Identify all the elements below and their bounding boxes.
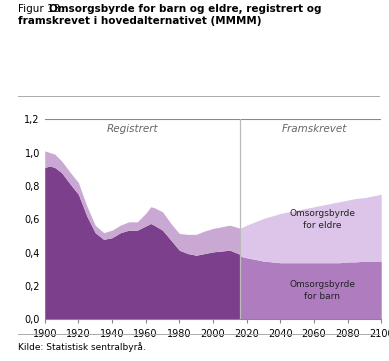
Text: Omsorgsbyrde
for barn: Omsorgsbyrde for barn [289,280,355,301]
Text: Kilde: Statistisk sentralbyrå.: Kilde: Statistisk sentralbyrå. [18,342,145,352]
Text: Registrert: Registrert [107,124,158,134]
Text: framskrevet i hovedalternativet (MMMM): framskrevet i hovedalternativet (MMMM) [18,16,261,26]
Text: Omsorgsbyrde for barn og eldre, registrert og: Omsorgsbyrde for barn og eldre, registre… [49,4,322,14]
Text: Omsorgsbyrde
for eldre: Omsorgsbyrde for eldre [289,209,355,230]
Text: Figur 13.: Figur 13. [18,4,67,14]
Text: Framskrevet: Framskrevet [281,124,347,134]
